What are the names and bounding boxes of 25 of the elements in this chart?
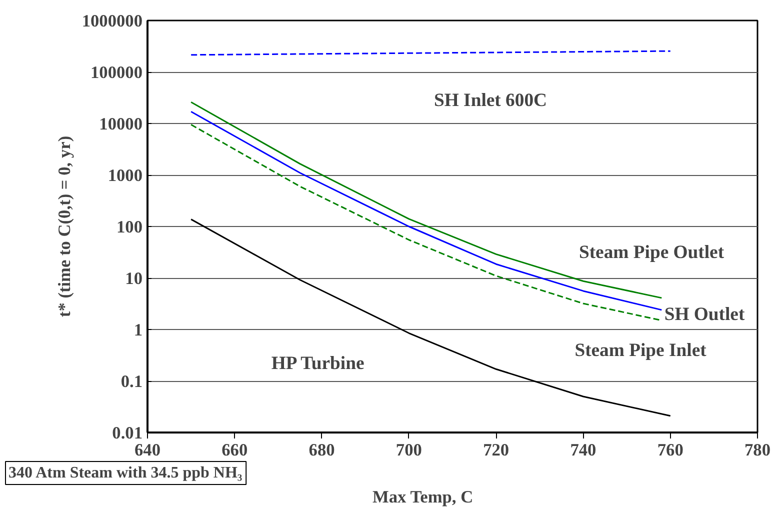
y-tick-label: 0.1: [120, 372, 143, 391]
annotation: SH Outlet: [664, 304, 746, 325]
x-tick-label: 680: [308, 440, 335, 460]
x-tick-label: 740: [570, 440, 596, 460]
x-axis-title: Max Temp, C: [372, 488, 474, 506]
y-tick-label: 100: [116, 218, 143, 236]
annotation: SH Inlet 600C: [434, 90, 548, 111]
x-tick-label: 700: [396, 440, 422, 460]
x-tick-label: 660: [222, 440, 248, 460]
text: 340 Atm Steam with 34.5 ppb NH₃: [8, 464, 242, 482]
y-tick-label: 1000: [108, 166, 142, 185]
x-tick-label: 760: [657, 440, 684, 460]
x-tick-label: 720: [483, 440, 510, 460]
y-tick-label: 1000000: [82, 12, 143, 30]
y-tick-label: 10: [125, 269, 142, 288]
y-tick-label: 0.01: [112, 424, 143, 442]
x-tick-label: 780: [744, 440, 771, 460]
y-tick-label: 1: [134, 320, 143, 340]
y-tick-label: 10000: [99, 114, 143, 134]
x-tick-label: 640: [134, 440, 161, 460]
y-tick-label: 100000: [90, 63, 142, 82]
annotation: HP Turbine: [271, 353, 364, 374]
y-axis-title: t* (time to C(0,t) = 0, yr): [54, 136, 74, 318]
annotation: Steam Pipe Inlet: [574, 340, 708, 361]
annotation: Steam Pipe Outlet: [578, 242, 725, 263]
